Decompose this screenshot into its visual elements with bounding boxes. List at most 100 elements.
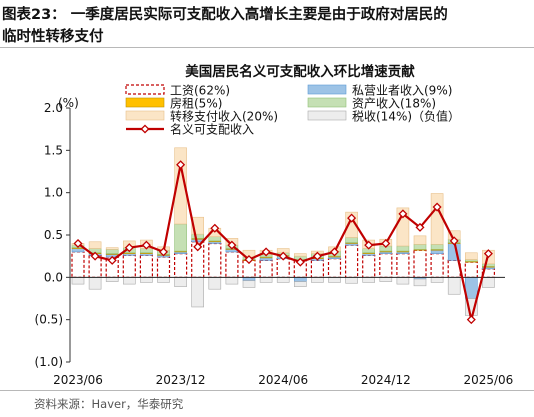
total-income-point	[432, 202, 442, 212]
x-axis: 2023/06 2023/12 2024/06 2024/12 2025/06	[53, 373, 513, 387]
x-tick-label: 2024/12	[361, 373, 411, 387]
bar-wage	[413, 249, 427, 278]
legend-label-property: 资产收入(18%)	[352, 97, 436, 111]
legend-swatch-property	[307, 97, 347, 108]
total-income-point	[278, 251, 288, 261]
y-tick-label: 0.0	[44, 270, 63, 284]
bar-transfer	[174, 147, 187, 225]
bar-transfer	[105, 247, 119, 250]
total-income-point	[398, 209, 408, 219]
y-axis: (1.0) (0.5) 0.0 0.5 1.0 1.5 2.0	[35, 101, 71, 369]
bar-wage	[362, 254, 376, 278]
legend-swatch-wage	[125, 84, 165, 95]
bar-property	[105, 249, 119, 254]
legend-swatch-rent	[125, 97, 165, 108]
legend: 工资(62%) 私营业者收入(9%) 房租(5%) 资产收入(18%) 转移支付收入(2…	[125, 84, 460, 137]
bar-tax	[482, 277, 495, 288]
figure-title-line2: 临时性转移支付	[2, 29, 104, 45]
y-tick-label: 1.0	[44, 186, 63, 200]
total-income-point	[483, 249, 493, 259]
bar-tax	[328, 277, 341, 283]
bar-property	[191, 233, 204, 239]
bar-wage	[139, 254, 153, 278]
bar-tax	[447, 277, 461, 295]
y-unit-label: (%)	[58, 96, 79, 110]
legend-swatch-tax	[307, 110, 347, 121]
total-income-point	[295, 257, 305, 267]
bar-tax	[140, 277, 153, 283]
total-income-point	[141, 240, 151, 250]
x-tick-label: 2023/12	[156, 373, 206, 387]
legend-label-wage: 工资(62%)	[170, 84, 230, 98]
bar-tax	[430, 277, 444, 283]
total-income-point	[415, 222, 425, 232]
total-income-point	[449, 236, 459, 246]
total-income-point	[176, 160, 186, 170]
chart-title: 美国居民名义可支配收入环比增速贡献	[185, 63, 415, 80]
total-income-point	[73, 238, 83, 248]
total-income-point	[90, 251, 100, 261]
bar-wage	[71, 251, 85, 278]
bar-wage	[464, 261, 478, 278]
bars-layer	[71, 147, 495, 316]
total-income-point	[312, 251, 322, 261]
bar-wage	[345, 244, 359, 278]
y-tick-label: 1.5	[44, 143, 63, 157]
bar-transfer	[430, 193, 444, 245]
legend-label-transfer: 转移支付收入(20%)	[170, 109, 278, 124]
bar-transfer	[464, 252, 478, 260]
bar-tax	[379, 277, 393, 282]
bar-wage	[327, 258, 342, 278]
total-income-point	[227, 240, 237, 250]
bar-tax	[276, 277, 290, 283]
legend-swatch-transfer	[125, 110, 165, 121]
figure-title: 图表23： 一季度居民实际可支配收入高增长主要是由于政府对居民的 临时性转移支付	[2, 4, 532, 48]
bar-property	[174, 223, 187, 252]
total-income-point	[364, 240, 374, 250]
total-income-point	[193, 242, 203, 252]
bar-transfer	[413, 235, 427, 245]
legend-label-tax: 税收(14%)（负值）	[352, 109, 460, 124]
bar-tax	[259, 277, 273, 283]
bar-tax	[413, 278, 427, 287]
total-income-point	[347, 213, 357, 223]
bar-business	[71, 248, 85, 253]
total-line-layer	[73, 160, 493, 325]
bar-tax	[293, 281, 307, 287]
bar-tax	[105, 277, 119, 282]
bar-business	[430, 249, 444, 254]
bar-tax	[345, 277, 358, 284]
bar-tax	[362, 277, 376, 283]
bar-tax	[71, 277, 85, 285]
bar-wage	[396, 253, 410, 278]
bar-property	[396, 245, 410, 252]
bar-property	[430, 244, 444, 250]
figure-title-line1: 图表23： 一季度居民实际可支配收入高增长主要是由于政府对居民的	[2, 7, 448, 23]
bottom-divider	[0, 390, 534, 391]
total-income-point	[329, 247, 340, 257]
total-income-point	[244, 255, 254, 265]
total-income-line	[77, 164, 490, 320]
bar-wage	[379, 253, 393, 278]
total-income-point	[381, 238, 391, 248]
bar-wage	[225, 251, 239, 278]
bar-tax	[191, 277, 204, 308]
bar-wage	[208, 242, 222, 278]
source-note: 资料来源：Haver，华泰研究	[34, 397, 184, 411]
y-tick-label: 2.0	[44, 101, 63, 115]
legend-swatch-business	[307, 84, 347, 95]
y-tick-label: (1.0)	[35, 355, 63, 369]
total-income-point	[261, 247, 271, 257]
bar-tax	[157, 277, 170, 283]
legend-marker-total	[140, 124, 150, 134]
x-tick-label: 2024/06	[258, 373, 308, 387]
bar-business	[259, 257, 273, 261]
bar-transfer	[293, 253, 307, 257]
y-tick-label: 0.5	[44, 228, 63, 242]
bar-wage	[430, 253, 444, 278]
bar-tax	[311, 277, 324, 283]
legend-label-total: 名义可支配收入	[170, 122, 254, 137]
bar-wage	[156, 256, 171, 278]
bar-tax	[225, 277, 239, 285]
